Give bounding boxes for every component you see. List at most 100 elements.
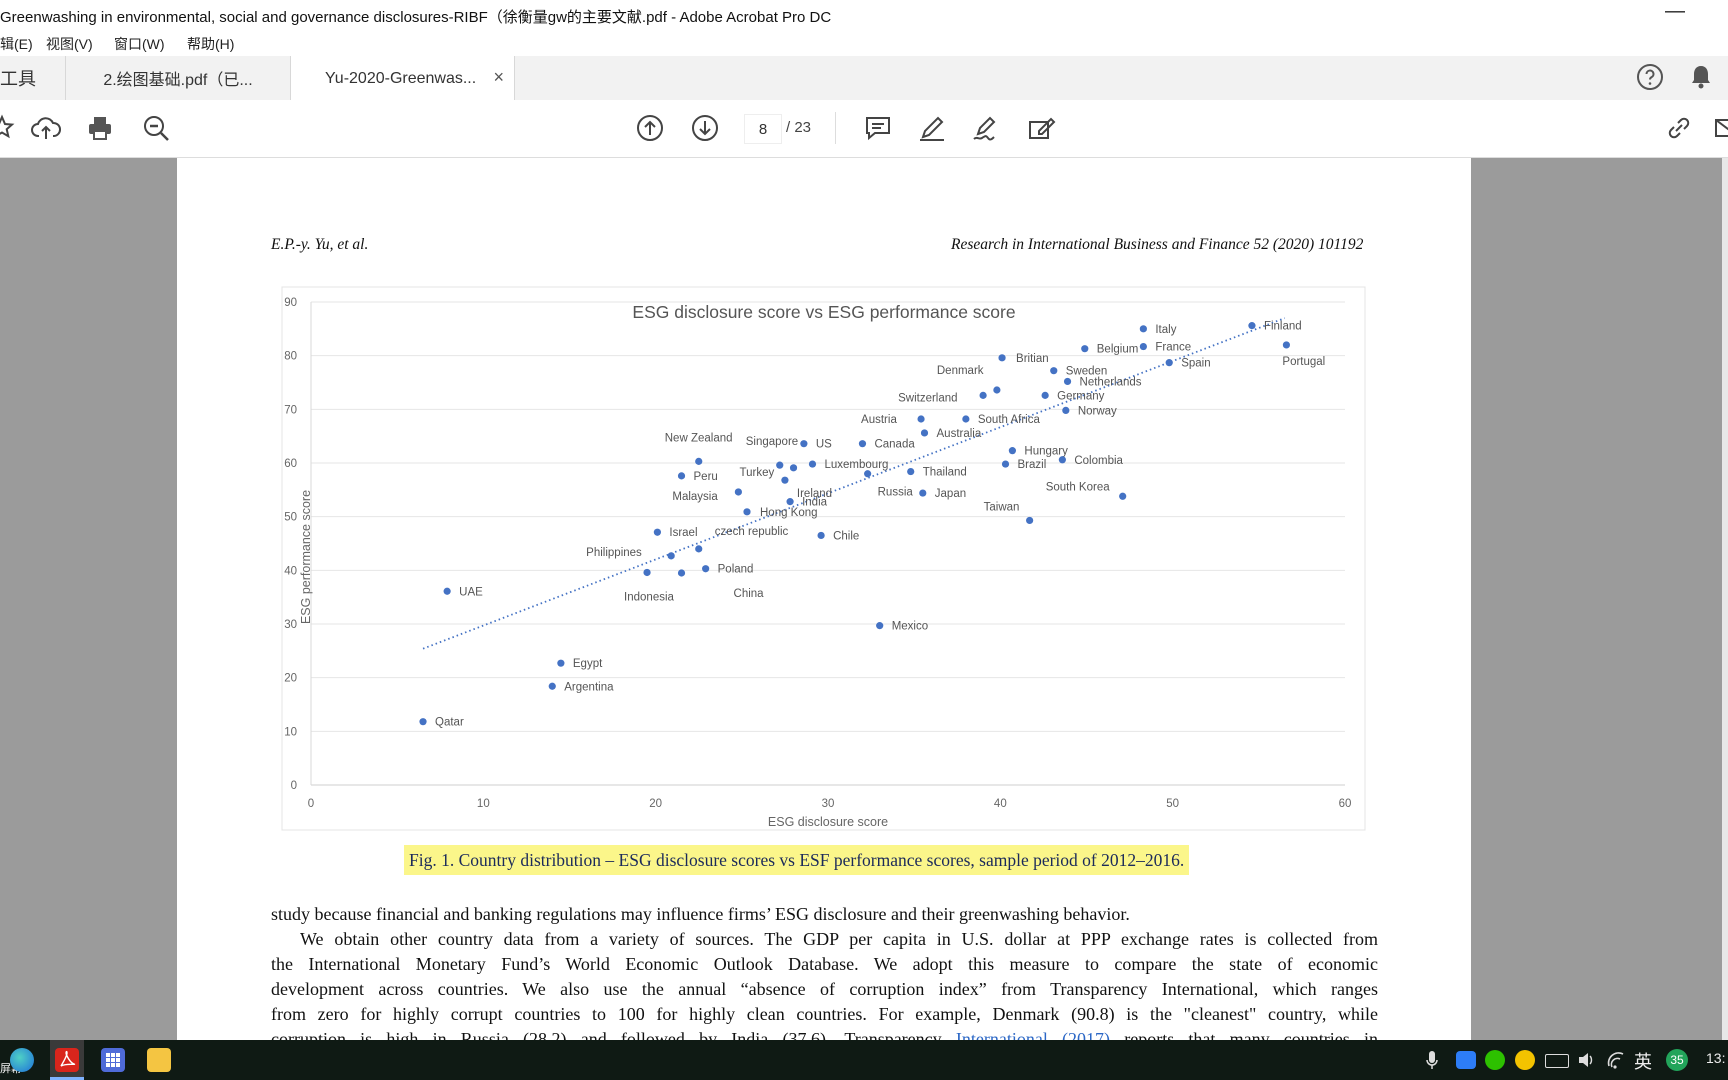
data-point	[979, 391, 987, 399]
y-tick-label: 30	[284, 619, 297, 631]
data-point	[789, 464, 798, 472]
data-point	[1081, 345, 1089, 353]
data-point-label: France	[1155, 342, 1191, 354]
menu-window[interactable]: 窗口(W)	[114, 36, 165, 52]
data-point-label: Britian	[1016, 353, 1049, 365]
print-icon[interactable]	[84, 112, 116, 144]
tab-close-icon[interactable]: ×	[493, 67, 504, 87]
share-link-icon[interactable]	[1663, 112, 1695, 144]
data-point-label: Taiwan	[984, 501, 1020, 513]
data-point	[1062, 406, 1070, 415]
data-point	[800, 440, 808, 448]
app-grid-icon[interactable]	[101, 1048, 125, 1072]
figure-caption: Fig. 1. Country distribution – ESG discl…	[404, 845, 1190, 875]
data-point	[962, 415, 970, 423]
data-point	[1001, 460, 1010, 468]
data-point	[1026, 516, 1034, 525]
tray-app-icon[interactable]	[1515, 1050, 1535, 1070]
data-point-label: Malaysia	[672, 491, 718, 503]
body-line: development across countries. We also us…	[271, 979, 1378, 999]
notification-count-badge[interactable]: 35	[1666, 1049, 1688, 1071]
file-explorer-icon[interactable]	[147, 1048, 171, 1072]
data-point-label: Finland	[1264, 321, 1302, 333]
data-point	[998, 354, 1006, 362]
x-axis-label: ESG disclosure score	[768, 815, 888, 829]
tab-document-2[interactable]: Yu-2020-Greenwas... ×	[290, 56, 515, 101]
page-number-input[interactable]: 8	[744, 114, 782, 144]
y-tick-label: 50	[284, 512, 297, 524]
minimize-button[interactable]: —	[1665, 0, 1685, 22]
y-tick-label: 80	[284, 351, 297, 363]
data-point-label: Switzerland	[898, 392, 957, 404]
window-title: Greenwashing in environmental, social an…	[0, 9, 832, 26]
data-point	[817, 531, 825, 540]
tab-document-2-label: Yu-2020-Greenwas...	[325, 69, 477, 87]
data-point	[907, 467, 915, 476]
data-point-label: Indonesia	[624, 591, 674, 603]
data-point	[653, 528, 661, 536]
chart-title: ESG disclosure score vs ESG performance …	[632, 302, 1015, 322]
vertical-scrollbar[interactable]	[1722, 158, 1728, 1040]
data-point	[667, 552, 675, 560]
data-point	[1282, 341, 1291, 349]
menu-edit[interactable]: 辑(E)	[0, 36, 33, 52]
wechat-icon[interactable]	[1485, 1050, 1505, 1070]
clock[interactable]: 13:	[1706, 1050, 1726, 1066]
menu-view[interactable]: 视图(V)	[46, 36, 93, 52]
data-point	[1041, 391, 1049, 399]
zoom-out-icon[interactable]	[140, 112, 172, 144]
edge-browser-icon[interactable]	[10, 1048, 34, 1072]
wifi-icon[interactable]	[1606, 1048, 1626, 1072]
upload-cloud-icon[interactable]	[30, 112, 62, 144]
battery-icon[interactable]	[1545, 1054, 1569, 1068]
data-point-label: Argentina	[564, 681, 614, 693]
body-text: study because financial and banking regu…	[271, 902, 1378, 1052]
tab-tools[interactable]: 工具	[0, 56, 64, 100]
data-point-label: South Africa	[978, 414, 1041, 426]
tab-tools-label: 工具	[0, 69, 36, 89]
highlight-pen-icon[interactable]	[916, 112, 948, 144]
microphone-icon[interactable]	[1425, 1048, 1439, 1072]
esg-scatter-chart: 0 10 20 30 40 50 60 70 80 90 0 10 20 30 40 50 60 Finland…	[281, 286, 1366, 831]
bookmark-star-icon[interactable]	[0, 112, 18, 144]
edit-tools-icon[interactable]	[1025, 112, 1057, 144]
comment-icon[interactable]	[862, 112, 894, 144]
data-point-label: Brazil	[1018, 459, 1047, 471]
data-point-label: Colombia	[1074, 455, 1123, 467]
page-down-icon[interactable]	[689, 112, 721, 144]
data-point	[876, 622, 884, 630]
acrobat-icon[interactable]	[55, 1048, 79, 1072]
data-point	[1139, 325, 1147, 333]
help-icon[interactable]	[1636, 63, 1664, 91]
tab-document-1[interactable]: 2.绘图基础.pdf（已...	[65, 56, 290, 100]
ime-indicator[interactable]: 英	[1634, 1052, 1652, 1072]
data-point	[781, 476, 789, 484]
x-tick-label: 0	[308, 798, 314, 810]
sign-icon[interactable]	[970, 112, 1002, 144]
menu-help[interactable]: 帮助(H)	[187, 36, 235, 52]
data-point-label: Israel	[669, 527, 697, 539]
y-tick-label: 90	[284, 297, 297, 309]
cloud-app-icon[interactable]	[1456, 1051, 1476, 1069]
x-tick-label: 40	[994, 798, 1007, 810]
data-point	[743, 508, 751, 516]
volume-icon[interactable]	[1576, 1048, 1596, 1072]
data-point-label: Poland	[718, 564, 754, 576]
data-point-label: Denmark	[937, 365, 984, 377]
chart-gridlines	[310, 301, 1345, 786]
y-tick-label: 20	[284, 673, 297, 685]
page-up-icon[interactable]	[634, 112, 666, 144]
page-total: / 23	[786, 119, 812, 136]
menu-bar: 辑(E) 视图(V) 窗口(W) 帮助(H)	[0, 30, 1728, 56]
data-point	[1058, 456, 1066, 464]
data-point-label: India	[802, 497, 828, 509]
y-tick-label: 0	[291, 780, 297, 792]
data-point	[734, 488, 742, 496]
data-point	[643, 568, 651, 577]
email-icon[interactable]	[1712, 112, 1728, 144]
data-point-label: US	[816, 439, 832, 451]
notification-bell-icon[interactable]	[1688, 63, 1714, 91]
page-header-journal: Research in International Business and F…	[951, 236, 1364, 253]
data-point-label: Luxembourg	[824, 459, 888, 471]
chart-tick-labels: 0 10 20 30 40 50 60 70 80 90 0 10 20 30 40 50 60	[284, 297, 1351, 810]
